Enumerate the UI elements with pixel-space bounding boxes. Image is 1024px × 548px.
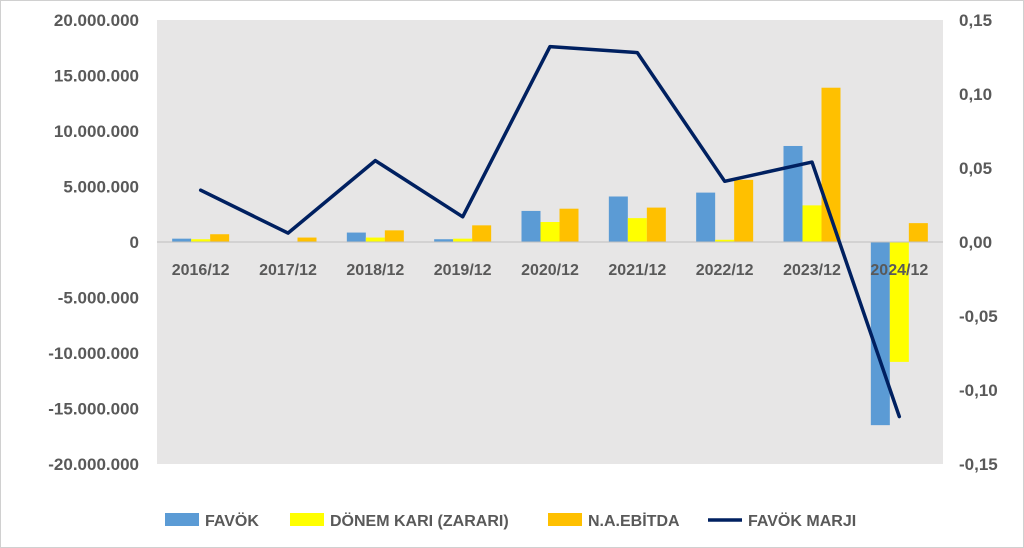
category-labels: 2016/12 2017/12 2018/12 2019/12 2020/12 2021/… xyxy=(172,262,929,279)
legend-swatch xyxy=(548,513,582,526)
bar-n-a-ebi-tda-1 xyxy=(297,237,317,242)
bar-d-nem-kari-zarari--2 xyxy=(365,237,385,242)
left-axis-tick-label: 0 xyxy=(130,233,139,252)
category-label: 2018/12 xyxy=(346,262,404,279)
right-axis-tick-label: -0,05 xyxy=(959,307,998,326)
bar-n-a-ebi-tda-3 xyxy=(472,225,492,242)
legend-item: N.A.EBİTDA xyxy=(548,512,680,530)
left-axis-tick-label: -5.000.000 xyxy=(58,289,139,308)
left-axis-tick-label: -15.000.000 xyxy=(48,400,139,419)
bar-fav-k-0 xyxy=(172,238,192,242)
category-label: 2017/12 xyxy=(259,262,317,279)
category-label: 2022/12 xyxy=(696,262,754,279)
right-axis-tick-label: 0,00 xyxy=(959,233,992,252)
bar-fav-k-6 xyxy=(696,192,716,242)
bar-d-nem-kari-zarari--5 xyxy=(627,218,647,242)
category-label: 2019/12 xyxy=(434,262,492,279)
right-axis-tick-label: 0,10 xyxy=(959,85,992,104)
left-axis-tick-label: 5.000.000 xyxy=(63,178,139,197)
bar-fav-k-7 xyxy=(783,145,803,242)
line-series-group xyxy=(198,44,902,419)
bar-n-a-ebi-tda-5 xyxy=(646,207,666,242)
category-label: 2023/12 xyxy=(783,262,841,279)
left-axis-tick-label: -10.000.000 xyxy=(48,344,139,363)
legend-item: FAVÖK xyxy=(165,511,259,530)
bar-fav-k-5 xyxy=(608,196,628,242)
legend-item: DÖNEM KARI (ZARARI) xyxy=(290,511,509,530)
bar-d-nem-kari-zarari--8 xyxy=(889,242,909,362)
left-axis-tick-label: 10.000.000 xyxy=(54,122,139,141)
legend-label: FAVÖK MARJI xyxy=(748,511,856,530)
bar-n-a-ebi-tda-6 xyxy=(734,179,754,242)
right-axis-tick-label: -0,10 xyxy=(959,381,998,400)
legend-label: FAVÖK xyxy=(205,511,259,530)
left-axis-tick-label: 20.000.000 xyxy=(54,11,139,30)
legend-item: FAVÖK MARJI xyxy=(708,511,856,530)
right-axis-tick-label: -0,15 xyxy=(959,455,998,474)
legend-swatch xyxy=(165,513,199,526)
bar-fav-k-2 xyxy=(346,232,366,242)
left-axis-tick-label: -20.000.000 xyxy=(48,455,139,474)
bar-fav-k-3 xyxy=(434,239,454,242)
bar-d-nem-kari-zarari--3 xyxy=(453,238,473,242)
right-axis-tick-label: 0,15 xyxy=(959,11,992,30)
legend: FAVÖK DÖNEM KARI (ZARARI) N.A.EBİTDA FAVÖK … xyxy=(165,511,856,530)
bar-d-nem-kari-zarari--7 xyxy=(802,205,822,242)
category-label: 2021/12 xyxy=(608,262,666,279)
right-axis-ticks: 0,15 0,10 0,05 0,00 -0,05 -0,10 -0,15 xyxy=(959,11,998,474)
bar-d-nem-kari-zarari--0 xyxy=(191,239,211,242)
legend-swatch xyxy=(290,513,324,526)
category-label: 2016/12 xyxy=(172,262,230,279)
category-label: 2020/12 xyxy=(521,262,579,279)
legend-label: N.A.EBİTDA xyxy=(588,512,680,530)
bar-n-a-ebi-tda-0 xyxy=(210,234,230,242)
bar-d-nem-kari-zarari--4 xyxy=(540,222,560,242)
bar-n-a-ebi-tda-2 xyxy=(384,230,404,242)
left-axis-ticks: 20.000.000 15.000.000 10.000.000 5.000.000 0… xyxy=(48,11,139,474)
line-fav-k-marji xyxy=(198,44,902,419)
bar-fav-k-4 xyxy=(521,210,541,242)
bar-n-a-ebi-tda-4 xyxy=(559,208,579,242)
category-label: 2024/12 xyxy=(870,262,928,279)
left-axis-tick-label: 15.000.000 xyxy=(54,67,139,86)
legend-label: DÖNEM KARI (ZARARI) xyxy=(330,511,509,530)
bar-d-nem-kari-zarari--6 xyxy=(715,239,735,242)
bar-n-a-ebi-tda-8 xyxy=(908,223,928,242)
right-axis-tick-label: 0,05 xyxy=(959,159,992,178)
